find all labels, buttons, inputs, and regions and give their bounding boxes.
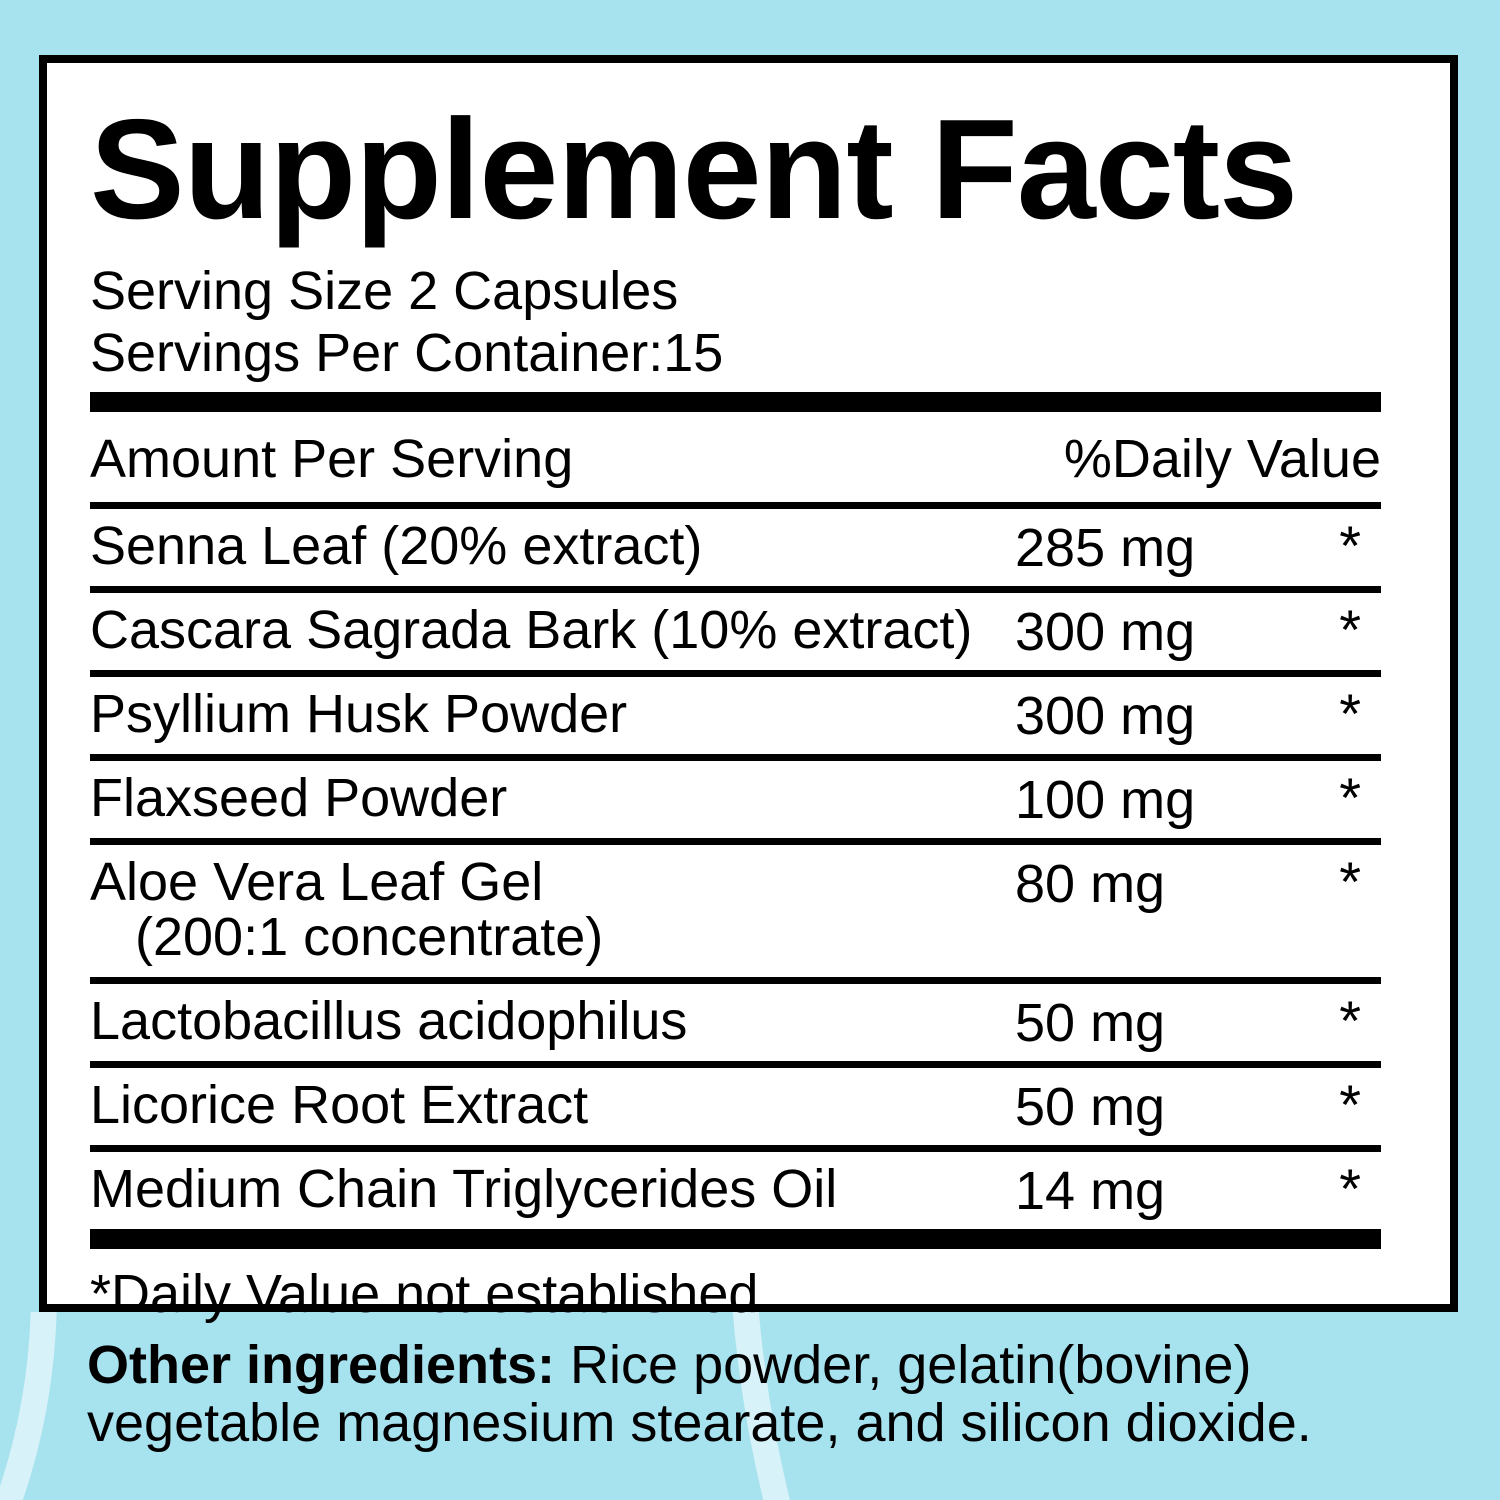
ingredient-name: Licorice Root Extract — [90, 1075, 589, 1136]
serving-size: Serving Size 2 Capsules — [90, 261, 679, 322]
ingredient-name: Medium Chain Triglycerides Oil — [90, 1159, 838, 1220]
ingredient-daily-value: * — [1339, 514, 1361, 578]
thick-divider — [90, 1229, 1381, 1250]
ingredient-row: Medium Chain Triglycerides Oil 14 mg * — [90, 1145, 1381, 1229]
ingredient-row: Cascara Sagrada Bark (10% extract) 300 m… — [90, 586, 1381, 670]
ingredient-row: Senna Leaf (20% extract) 285 mg * — [90, 502, 1381, 586]
supplement-facts-panel: Supplement Facts Serving Size 2 Capsules… — [39, 55, 1458, 1324]
ingredient-name: Psyllium Husk Powder — [90, 684, 628, 745]
ingredient-name: Senna Leaf (20% extract) — [90, 516, 703, 577]
ingredient-row: Flaxseed Powder 100 mg * — [90, 754, 1381, 838]
ingredient-daily-value: * — [1339, 766, 1361, 830]
thick-divider — [90, 392, 1381, 413]
servings-per-container: Servings Per Container:15 — [90, 323, 724, 384]
table-header-row: Amount Per Serving %Daily Value — [90, 412, 1381, 502]
panel-title: Supplement Facts — [90, 90, 1298, 249]
amount-per-serving-header: Amount Per Serving — [90, 429, 574, 490]
ingredient-name-line2: (200:1 concentrate) — [135, 907, 604, 968]
ingredient-name: Flaxseed Powder — [90, 768, 508, 829]
ingredient-amount: 100 mg — [1015, 770, 1196, 831]
serving-info: Serving Size 2 Capsules Servings Per Con… — [90, 260, 1381, 384]
ingredient-name-line1: Aloe Vera Leaf Gel — [90, 852, 544, 913]
ingredient-daily-value: * — [1339, 682, 1361, 746]
other-ingredients: Other ingredients: Rice powder, gelatin(… — [87, 1336, 1427, 1452]
ingredient-daily-value: * — [1339, 850, 1361, 914]
ingredient-daily-value: * — [1339, 1073, 1361, 1137]
ingredient-name: Lactobacillus acidophilus — [90, 991, 688, 1052]
ingredient-amount: 50 mg — [1015, 993, 1166, 1054]
ingredient-amount: 285 mg — [1015, 518, 1196, 579]
daily-value-footnote: *Daily Value not established. — [90, 1264, 774, 1325]
ingredient-daily-value: * — [1339, 989, 1361, 1053]
ingredient-amount: 80 mg — [1015, 854, 1166, 915]
ingredient-name: Cascara Sagrada Bark (10% extract) — [90, 600, 973, 661]
other-ingredients-label: Other ingredients: — [87, 1335, 556, 1395]
ingredient-amount: 300 mg — [1015, 686, 1196, 747]
ingredient-row: Licorice Root Extract 50 mg * — [90, 1061, 1381, 1145]
ingredient-amount: 14 mg — [1015, 1161, 1166, 1222]
ingredient-daily-value: * — [1339, 598, 1361, 662]
ingredient-row: Lactobacillus acidophilus 50 mg * — [90, 977, 1381, 1061]
ingredient-amount: 50 mg — [1015, 1077, 1166, 1138]
ingredient-name: Aloe Vera Leaf Gel (200:1 concentrate) — [90, 855, 990, 965]
ingredient-amount: 300 mg — [1015, 602, 1196, 663]
daily-value-header: %Daily Value — [1063, 429, 1381, 490]
ingredient-row: Aloe Vera Leaf Gel (200:1 concentrate) 80… — [90, 838, 1381, 977]
ingredient-row: Psyllium Husk Powder 300 mg * — [90, 670, 1381, 754]
ingredient-daily-value: * — [1339, 1157, 1361, 1221]
other-ingredients-text: Rice powder, gelatin(bovine) vegetable m… — [87, 1335, 1312, 1453]
decorative-circle-icon — [0, 1312, 57, 1500]
